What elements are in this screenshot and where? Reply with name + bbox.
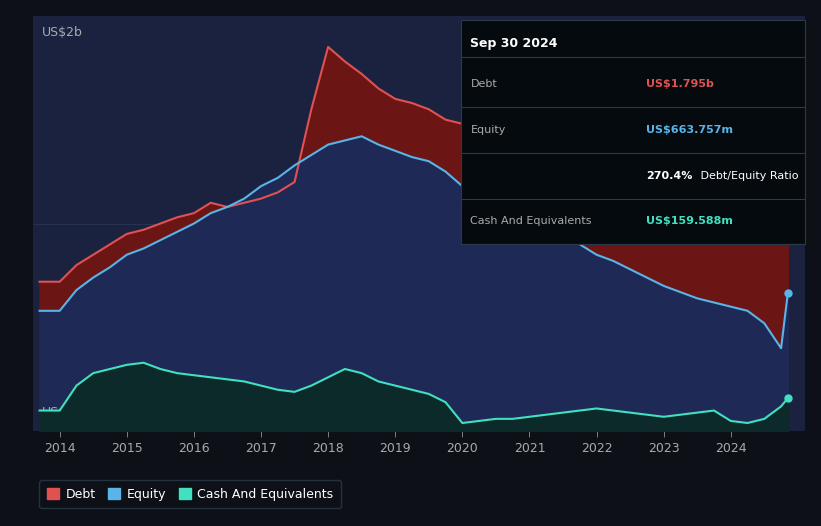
Text: US$0: US$0 (42, 406, 76, 419)
Text: US$2b: US$2b (42, 26, 83, 39)
Text: US$159.588m: US$159.588m (646, 217, 733, 227)
Text: Equity: Equity (470, 125, 506, 135)
Text: Debt/Equity Ratio: Debt/Equity Ratio (696, 171, 798, 181)
Text: Sep 30 2024: Sep 30 2024 (470, 37, 558, 49)
Text: Cash And Equivalents: Cash And Equivalents (470, 217, 592, 227)
FancyBboxPatch shape (461, 20, 805, 245)
Text: US$663.757m: US$663.757m (646, 125, 733, 135)
Text: Debt: Debt (470, 79, 498, 89)
Text: 270.4%: 270.4% (646, 171, 693, 181)
Text: US$1.795b: US$1.795b (646, 79, 714, 89)
Legend: Debt, Equity, Cash And Equivalents: Debt, Equity, Cash And Equivalents (39, 480, 341, 508)
